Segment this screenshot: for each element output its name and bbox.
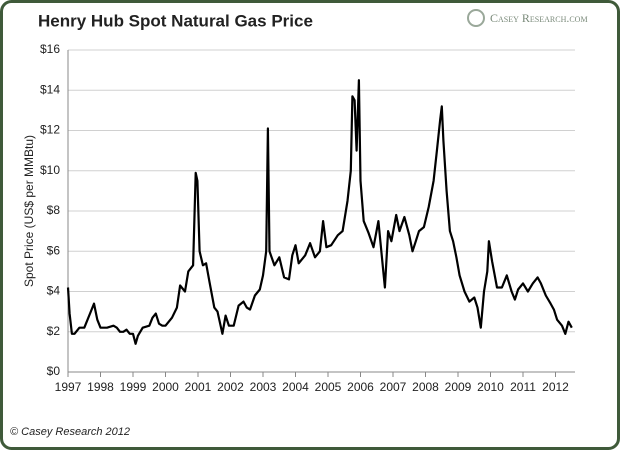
y-tick-label: $4 <box>47 284 61 298</box>
x-tick-label: 2010 <box>477 380 504 394</box>
chart-title: Henry Hub Spot Natural Gas Price <box>38 11 313 30</box>
x-tick-label: 1999 <box>120 380 147 394</box>
y-tick-label: $14 <box>40 82 60 96</box>
price-line <box>66 79 573 345</box>
x-tick-label: 1998 <box>87 380 114 394</box>
y-tick-label: $0 <box>47 364 61 378</box>
x-tick-label: 2001 <box>185 380 212 394</box>
footer: © Casey Research 2012 <box>10 426 130 438</box>
brand-logo <box>467 9 485 27</box>
x-tick-label: 2006 <box>347 380 374 394</box>
y-tick-label: $8 <box>47 203 61 217</box>
x-tick-label: 2003 <box>250 380 277 394</box>
x-tick-label: 2004 <box>282 380 309 394</box>
y-axis-label: Spot Price (US$ per MMBtu) <box>22 135 36 287</box>
x-tick-label: 2007 <box>380 380 407 394</box>
brand: Casey Research.com <box>490 11 588 25</box>
y-tick-label: $12 <box>40 123 60 137</box>
x-tick-label: 2002 <box>217 380 244 394</box>
x-tick-label: 2012 <box>542 380 569 394</box>
y-tick-label: $6 <box>47 243 61 257</box>
x-tick-label: 2005 <box>315 380 342 394</box>
x-tick-label: 2009 <box>445 380 472 394</box>
y-tick-label: $2 <box>47 324 61 338</box>
x-tick-label: 2008 <box>412 380 439 394</box>
x-tick-label: 2000 <box>152 380 179 394</box>
x-tick-label: 1997 <box>55 380 82 394</box>
x-tick-label: 2011 <box>510 380 536 394</box>
y-tick-label: $10 <box>40 163 60 177</box>
y-tick-label: $16 <box>40 42 60 56</box>
